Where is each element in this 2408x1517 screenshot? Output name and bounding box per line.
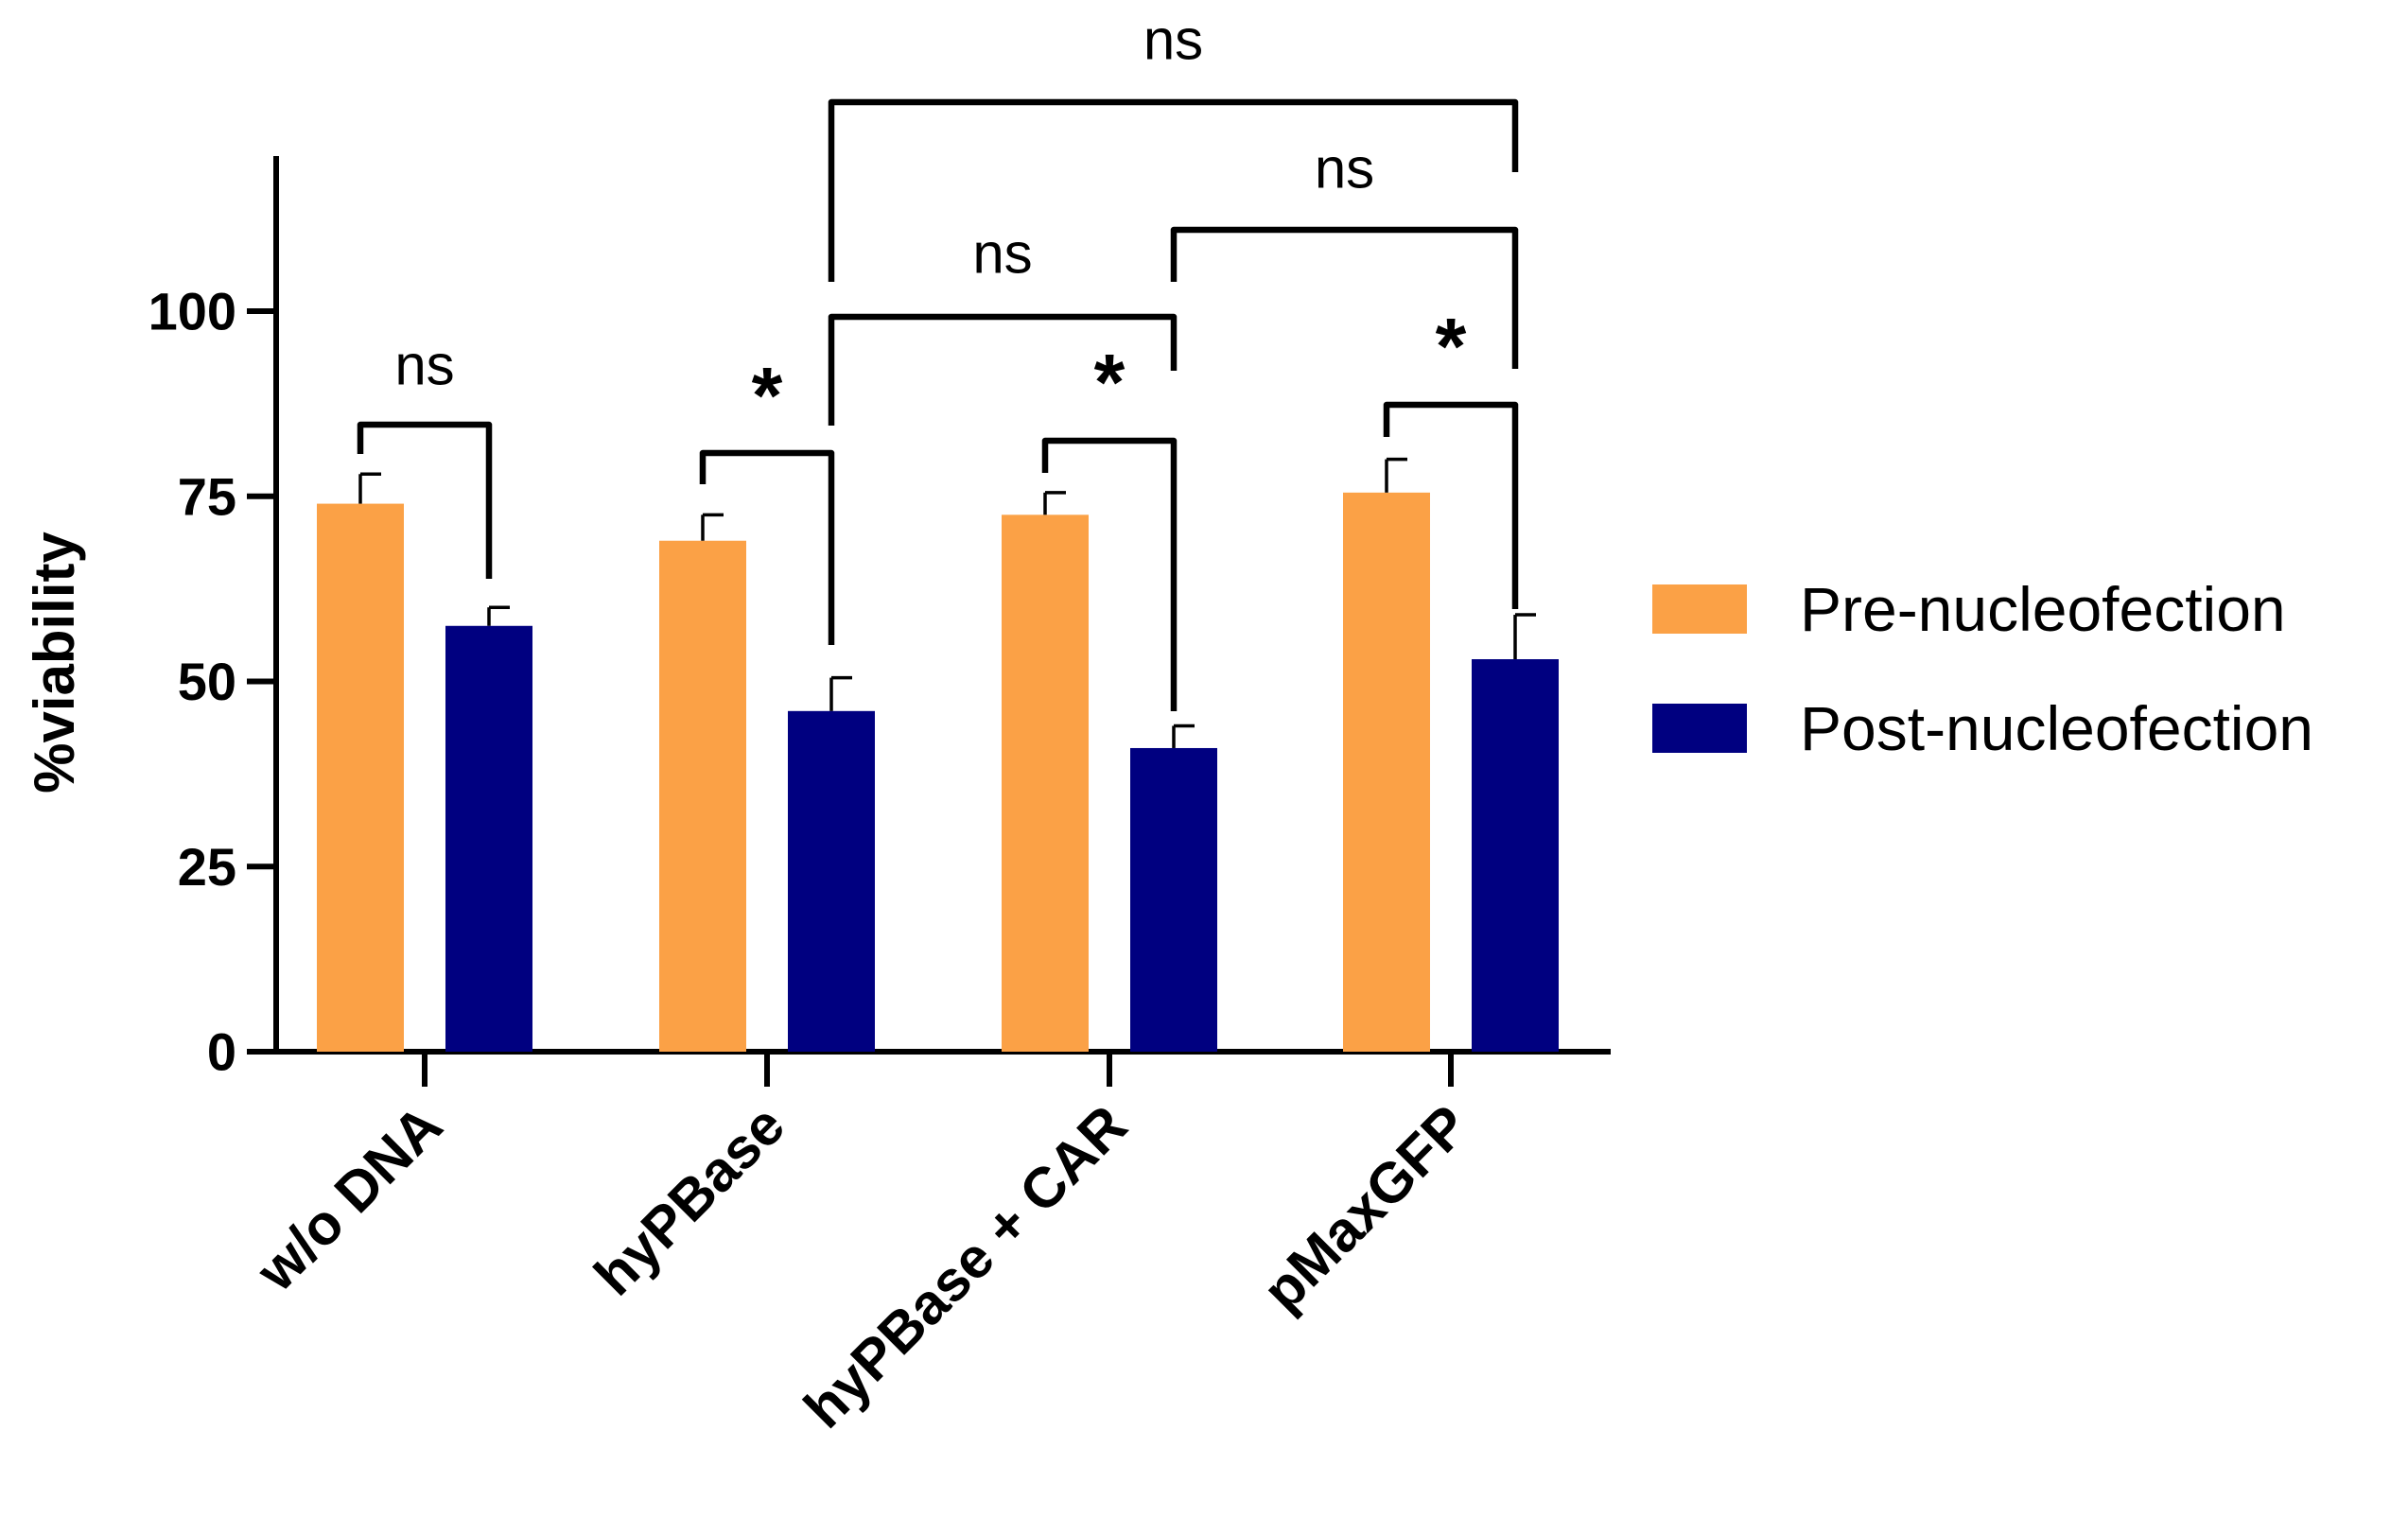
- bars: [317, 457, 1559, 1052]
- y-tick-label: 100: [148, 282, 236, 341]
- significance-star: *: [1094, 338, 1125, 427]
- y-axis-title: %viability: [23, 531, 86, 793]
- x-tick-label: w/o DNA: [244, 1093, 454, 1303]
- bar: [317, 503, 404, 1052]
- significance-star: *: [752, 351, 783, 440]
- legend-swatch: [1652, 584, 1747, 634]
- bar: [445, 625, 532, 1052]
- significance-bracket: [699, 449, 835, 645]
- legend-swatch: [1652, 704, 1747, 753]
- y-tick-label: 0: [207, 1022, 236, 1082]
- significance-ns: ns: [1315, 137, 1374, 201]
- y-tick-label: 75: [178, 466, 236, 526]
- bar: [1002, 514, 1089, 1052]
- bar: [1472, 659, 1559, 1052]
- y-tick-label: 50: [178, 652, 236, 711]
- legend: Pre-nucleofection Post-nucleofection: [1652, 574, 2313, 763]
- bar: [659, 540, 746, 1052]
- legend-label: Pre-nucleofection: [1800, 574, 2286, 644]
- significance-bracket: [1170, 226, 1519, 369]
- significance-bracket: [828, 98, 1519, 282]
- significance-bracket: [828, 313, 1178, 426]
- y-tick-label: 25: [178, 837, 236, 897]
- x-tick-label: hyPBase + CAR: [792, 1093, 1139, 1440]
- bar: [788, 710, 875, 1052]
- significance-ns: ns: [394, 334, 454, 397]
- legend-label: Post-nucleofection: [1800, 693, 2313, 763]
- significance-ns: ns: [1143, 9, 1203, 72]
- bar: [1130, 747, 1217, 1052]
- x-tick-label: pMaxGFP: [1250, 1093, 1480, 1323]
- significance-star: *: [1436, 302, 1467, 391]
- significance-bracket: [1041, 437, 1178, 711]
- significance-bracket: [357, 421, 493, 579]
- x-tick-label: hyPBase: [583, 1093, 797, 1308]
- bar: [1343, 492, 1430, 1052]
- significance-ns: ns: [972, 222, 1032, 286]
- significance-annotations: ns * * * ns ns ns: [357, 9, 1519, 711]
- significance-bracket: [1383, 401, 1519, 609]
